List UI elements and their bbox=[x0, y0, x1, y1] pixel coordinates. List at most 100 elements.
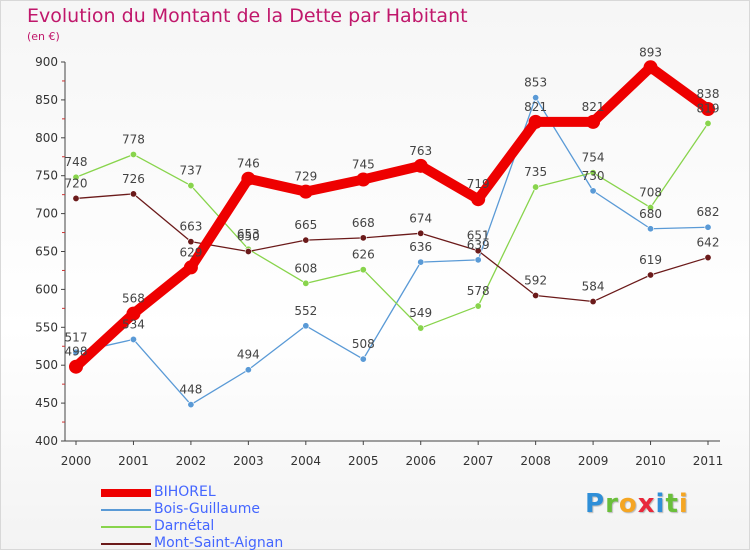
legend-label: Bois-Guillaume bbox=[154, 501, 261, 517]
series-line-mont-saint-aignan bbox=[75, 193, 709, 303]
data-label-bois-guillaume: 682 bbox=[697, 205, 720, 219]
data-point-bihorel bbox=[69, 359, 83, 374]
data-label-bois-guillaume: 494 bbox=[237, 348, 260, 362]
data-label-bihorel: 729 bbox=[294, 170, 317, 184]
legend-swatch bbox=[101, 509, 151, 511]
data-point-mont-saint-aignan bbox=[129, 190, 137, 198]
data-point-bihorel bbox=[356, 172, 371, 187]
data-label-bihorel: 568 bbox=[122, 292, 145, 306]
data-point-darn-tal bbox=[589, 169, 597, 177]
data-label-mont-saint-aignan: 674 bbox=[409, 211, 432, 225]
data-label-darn-tal: 653 bbox=[237, 227, 260, 241]
data-point-bois-guillaume bbox=[187, 401, 195, 409]
data-label-darn-tal: 708 bbox=[639, 186, 662, 200]
data-point-bois-guillaume bbox=[72, 348, 80, 356]
data-point-mont-saint-aignan bbox=[647, 271, 655, 279]
logo-letter: P bbox=[585, 489, 606, 519]
data-point-bois-guillaume bbox=[359, 355, 367, 363]
x-tick-label: 2003 bbox=[233, 454, 264, 468]
data-label-layer: 517 534 448 494 552 508 636 639 853 730 680 682 748 7… bbox=[65, 45, 720, 396]
data-point-darn-tal bbox=[417, 324, 425, 332]
x-tick-label: 2004 bbox=[291, 454, 322, 468]
data-point-bois-guillaume bbox=[704, 223, 712, 231]
data-label-darn-tal: 754 bbox=[582, 151, 605, 165]
data-point-darn-tal bbox=[532, 183, 540, 191]
chart-title: Evolution du Montant de la Dette par Hab… bbox=[27, 5, 468, 27]
x-tick-label: 2009 bbox=[578, 454, 609, 468]
x-tick-label: 2001 bbox=[118, 454, 149, 468]
y-tick-label: 600 bbox=[35, 282, 58, 296]
data-label-mont-saint-aignan: 663 bbox=[179, 220, 202, 234]
x-tick-label: 2011 bbox=[693, 454, 724, 468]
logo-letter: t bbox=[665, 489, 679, 519]
data-label-mont-saint-aignan: 619 bbox=[639, 253, 662, 267]
logo-letter: i bbox=[655, 489, 666, 519]
data-point-bihorel bbox=[528, 114, 543, 129]
data-point-mont-saint-aignan bbox=[589, 298, 597, 306]
y-tick-label: 400 bbox=[35, 434, 58, 448]
data-point-darn-tal bbox=[129, 150, 137, 158]
data-point-bihorel bbox=[413, 158, 428, 173]
data-label-bihorel: 763 bbox=[409, 144, 432, 158]
data-label-bois-guillaume: 853 bbox=[524, 76, 547, 90]
data-point-bihorel bbox=[471, 192, 486, 207]
data-label-mont-saint-aignan: 584 bbox=[582, 280, 605, 294]
data-label-mont-saint-aignan: 720 bbox=[65, 176, 88, 190]
data-point-bihorel bbox=[241, 171, 256, 186]
data-label-bois-guillaume: 730 bbox=[582, 169, 605, 183]
data-label-mont-saint-aignan: 592 bbox=[524, 273, 547, 287]
data-label-darn-tal: 737 bbox=[179, 164, 202, 178]
data-point-bihorel bbox=[586, 114, 601, 129]
series-line-bihorel bbox=[71, 62, 713, 372]
legend-label: Darnétal bbox=[154, 518, 215, 534]
proxiti-logo: Proxiti bbox=[585, 489, 689, 519]
data-label-bois-guillaume: 680 bbox=[639, 207, 662, 221]
series-line-darn-tal bbox=[75, 122, 709, 329]
logo-letter: o bbox=[618, 489, 638, 519]
y-tick-label: 650 bbox=[35, 245, 58, 259]
data-label-darn-tal: 608 bbox=[294, 261, 317, 275]
x-tick-label: 2002 bbox=[176, 454, 207, 468]
data-label-bois-guillaume: 639 bbox=[467, 238, 490, 252]
y-tick-label: 700 bbox=[35, 207, 58, 221]
data-point-bois-guillaume bbox=[244, 366, 252, 374]
data-label-mont-saint-aignan: 726 bbox=[122, 172, 145, 186]
data-point-bois-guillaume bbox=[129, 335, 137, 343]
data-label-mont-saint-aignan: 665 bbox=[294, 218, 317, 232]
data-point-darn-tal bbox=[474, 302, 482, 310]
data-point-darn-tal bbox=[72, 173, 80, 181]
data-label-bihorel: 746 bbox=[237, 157, 260, 171]
data-label-darn-tal: 626 bbox=[352, 248, 375, 262]
x-tick-label: 2005 bbox=[348, 454, 379, 468]
data-label-bihorel: 821 bbox=[582, 100, 605, 114]
data-point-bois-guillaume bbox=[589, 187, 597, 195]
data-point-bois-guillaume bbox=[532, 94, 540, 102]
y-tick-label: 550 bbox=[35, 320, 58, 334]
legend-swatch bbox=[101, 489, 151, 497]
data-point-bihorel bbox=[126, 306, 141, 321]
x-tick-label: 2010 bbox=[635, 454, 666, 468]
data-point-mont-saint-aignan bbox=[532, 291, 540, 299]
data-label-mont-saint-aignan: 668 bbox=[352, 216, 375, 230]
data-label-bihorel: 821 bbox=[524, 100, 547, 114]
y-tick-label: 850 bbox=[35, 93, 58, 107]
legend-swatch bbox=[101, 526, 151, 528]
data-point-mont-saint-aignan bbox=[359, 234, 367, 242]
y-tick-label: 450 bbox=[35, 396, 58, 410]
data-label-bois-guillaume: 636 bbox=[409, 240, 432, 254]
data-label-bihorel: 745 bbox=[352, 157, 375, 171]
y-tick-label: 900 bbox=[35, 55, 58, 69]
data-label-darn-tal: 819 bbox=[697, 101, 720, 115]
data-point-darn-tal bbox=[647, 204, 655, 212]
data-label-bihorel: 838 bbox=[697, 87, 720, 101]
data-label-bois-guillaume: 517 bbox=[65, 330, 88, 344]
data-point-bois-guillaume bbox=[417, 258, 425, 266]
data-point-mont-saint-aignan bbox=[244, 248, 252, 256]
data-point-mont-saint-aignan bbox=[302, 236, 310, 244]
series-line-bois-guillaume bbox=[75, 96, 709, 406]
data-label-bihorel: 893 bbox=[639, 45, 662, 59]
data-point-mont-saint-aignan bbox=[474, 247, 482, 255]
data-point-bihorel bbox=[298, 184, 313, 199]
data-label-darn-tal: 748 bbox=[65, 155, 88, 169]
